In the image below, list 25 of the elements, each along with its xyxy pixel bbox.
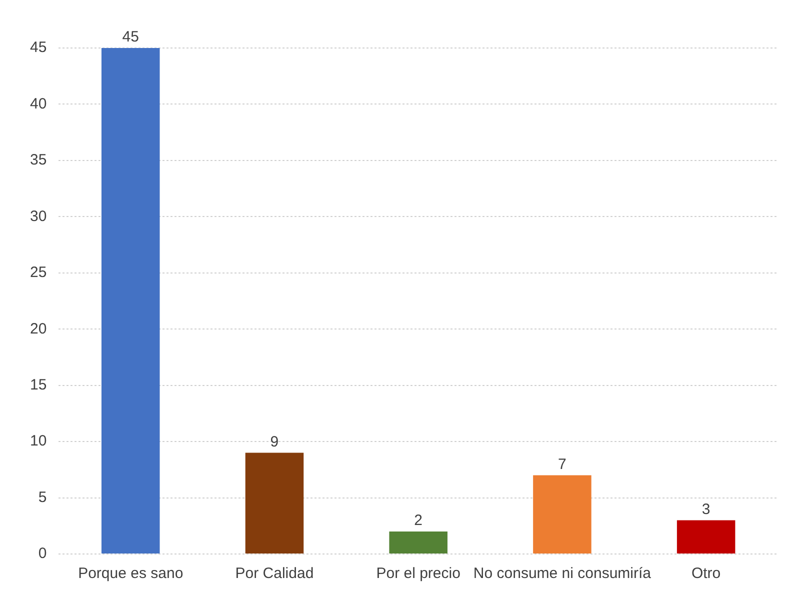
y-tick-label: 25 bbox=[30, 264, 47, 282]
y-tick-label: 45 bbox=[30, 39, 47, 56]
y-tick-label: 40 bbox=[30, 95, 47, 112]
data-label: 45 bbox=[122, 28, 139, 46]
data-label: 7 bbox=[558, 456, 566, 473]
data-label: 2 bbox=[414, 512, 423, 530]
data-label: 9 bbox=[270, 433, 279, 450]
bar bbox=[676, 520, 736, 554]
y-tick-label: 20 bbox=[30, 320, 47, 338]
x-tick-label: Otro bbox=[691, 565, 721, 582]
bar bbox=[389, 532, 448, 554]
bar bbox=[245, 452, 304, 554]
y-tick-label: 10 bbox=[30, 432, 47, 450]
data-label: 3 bbox=[702, 500, 710, 518]
x-tick-label: Por el precio bbox=[376, 565, 460, 582]
bar bbox=[101, 48, 160, 554]
y-tick-label: 0 bbox=[38, 545, 47, 562]
y-tick-label: 15 bbox=[30, 376, 47, 394]
x-tick-label: No consume ni consumiría bbox=[473, 565, 652, 582]
y-tick-label: 30 bbox=[30, 208, 47, 225]
bar bbox=[533, 475, 592, 554]
x-tick-label: Por Calidad bbox=[235, 565, 314, 582]
x-tick-label: Porque es sano bbox=[78, 565, 184, 582]
y-tick-label: 35 bbox=[30, 152, 47, 169]
y-tick-label: 5 bbox=[38, 488, 47, 506]
